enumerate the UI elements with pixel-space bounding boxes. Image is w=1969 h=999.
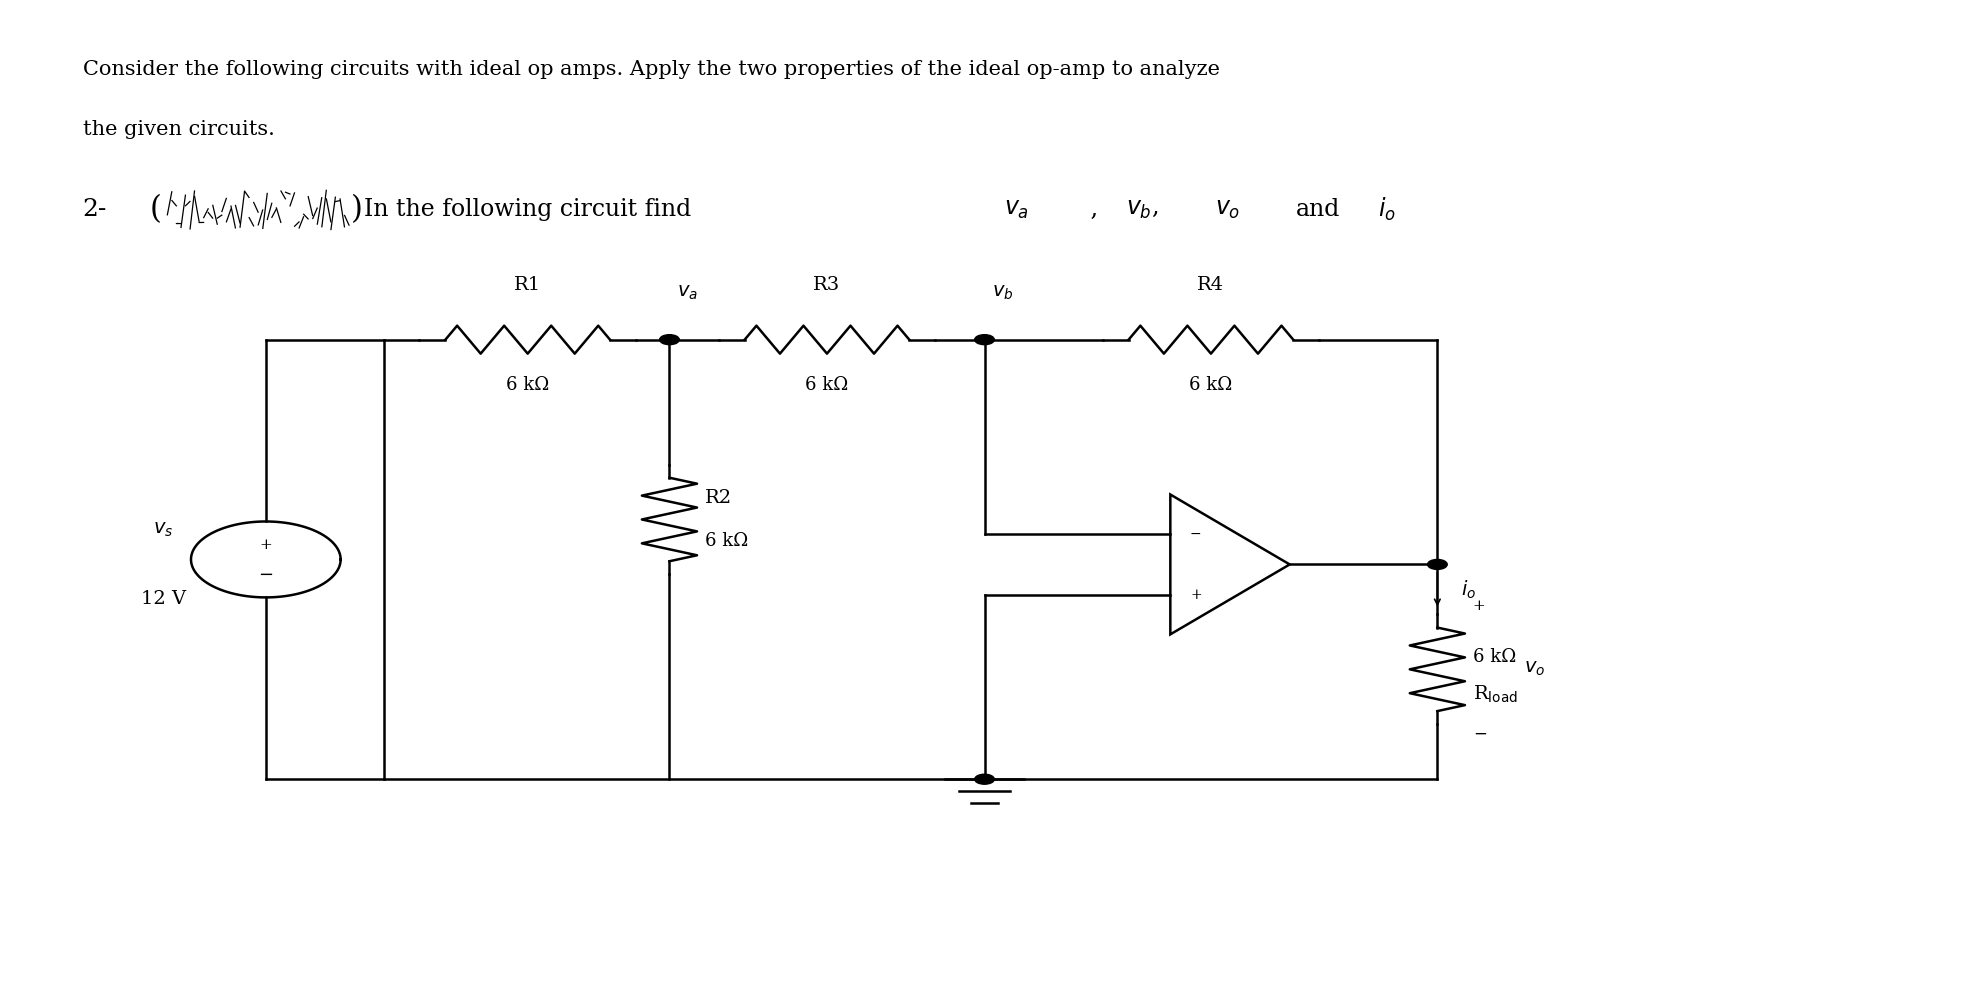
Text: $v_b$,: $v_b$, — [1126, 198, 1158, 222]
Text: $v_o$: $v_o$ — [1215, 198, 1240, 222]
Text: and: and — [1296, 198, 1341, 222]
Text: −: − — [1189, 526, 1201, 540]
Text: $v_a$: $v_a$ — [677, 284, 699, 302]
Text: Consider the following circuits with ideal op amps. Apply the two properties of : Consider the following circuits with ide… — [83, 60, 1219, 80]
Text: 12 V: 12 V — [142, 590, 185, 608]
Text: R4: R4 — [1197, 276, 1225, 294]
Text: +: + — [1473, 599, 1485, 613]
Text: −: − — [258, 565, 274, 583]
Text: $i_o$: $i_o$ — [1378, 196, 1396, 224]
Text: 6 kΩ: 6 kΩ — [1473, 648, 1516, 666]
Text: R3: R3 — [813, 276, 841, 294]
Text: R$_{\rm load}$: R$_{\rm load}$ — [1473, 683, 1518, 705]
Text: $v_s$: $v_s$ — [154, 520, 173, 538]
Text: 2-: 2- — [83, 198, 106, 222]
Text: $v_a$: $v_a$ — [1004, 198, 1030, 222]
Text: 6 kΩ: 6 kΩ — [805, 376, 849, 394]
Text: 6 kΩ: 6 kΩ — [1189, 376, 1233, 394]
Text: 6 kΩ: 6 kΩ — [506, 376, 549, 394]
Text: $i_o$: $i_o$ — [1461, 578, 1477, 600]
Text: ): ) — [350, 194, 362, 226]
Text: the given circuits.: the given circuits. — [83, 120, 274, 140]
Text: 6 kΩ: 6 kΩ — [705, 532, 748, 550]
Text: −: − — [1473, 725, 1487, 743]
Text: R2: R2 — [705, 489, 732, 506]
Circle shape — [1428, 559, 1447, 569]
Circle shape — [660, 335, 679, 345]
Text: R1: R1 — [514, 276, 541, 294]
Circle shape — [975, 774, 994, 784]
Text: $v_o$: $v_o$ — [1524, 660, 1546, 678]
Circle shape — [975, 335, 994, 345]
Text: +: + — [260, 538, 272, 552]
Text: +: + — [1189, 588, 1201, 602]
Text: ,: , — [1083, 198, 1099, 222]
Text: $v_b$: $v_b$ — [992, 284, 1014, 302]
Text: In the following circuit find: In the following circuit find — [364, 198, 691, 222]
Text: (: ( — [150, 194, 161, 226]
